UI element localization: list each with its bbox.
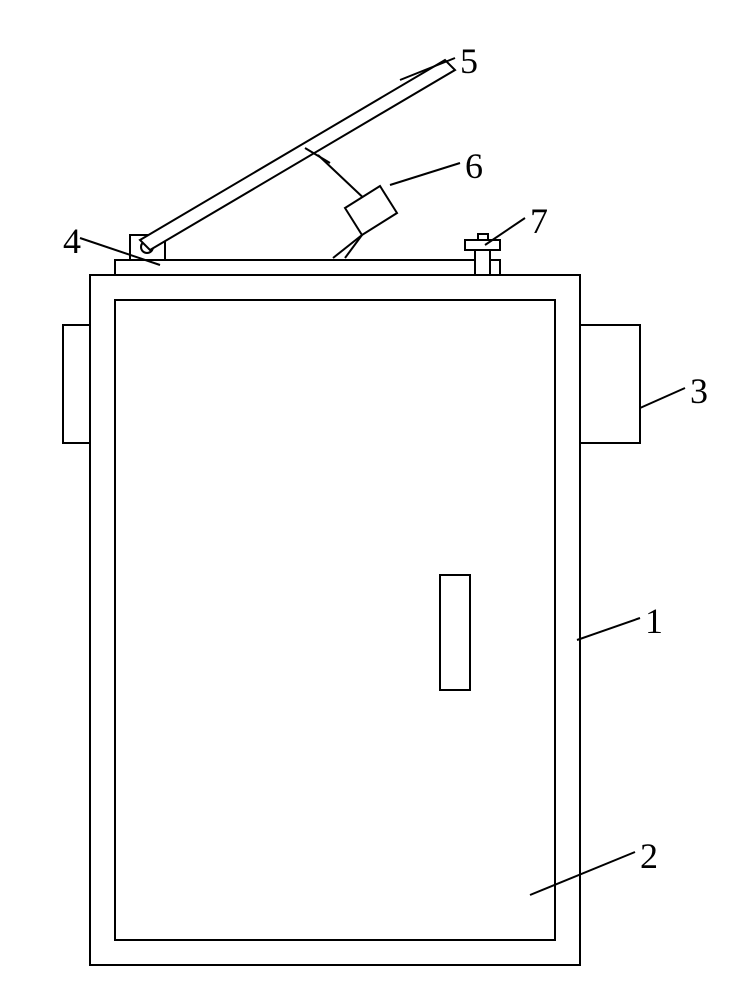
- label-7: 7: [530, 200, 548, 242]
- label-5: 5: [460, 40, 478, 82]
- label-4: 4: [63, 220, 81, 262]
- technical-diagram: [0, 0, 739, 1000]
- label-6: 6: [465, 145, 483, 187]
- label-1: 1: [645, 600, 663, 642]
- label-3: 3: [690, 370, 708, 412]
- label-2: 2: [640, 835, 658, 877]
